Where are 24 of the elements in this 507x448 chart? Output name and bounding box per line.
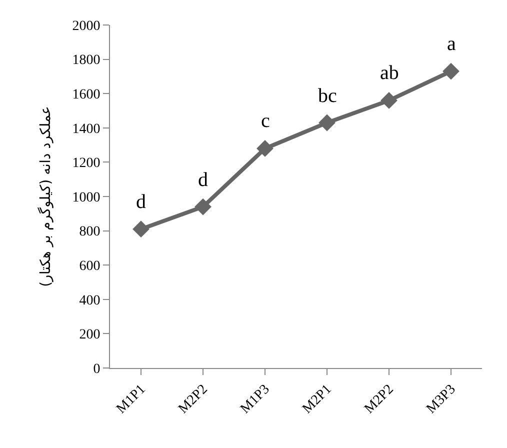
point	[132, 220, 150, 238]
point	[256, 140, 274, 157]
y-tick-label: 800	[79, 224, 100, 240]
y-tick-label: 200	[79, 328, 100, 343]
y-tick-label: 1400	[72, 122, 100, 137]
point	[194, 198, 212, 216]
y-tick-label: 2000	[72, 18, 100, 34]
point	[380, 92, 398, 109]
data-label: a	[447, 33, 456, 55]
data-label: ab	[380, 62, 399, 84]
data-label: d	[198, 169, 208, 191]
point	[442, 62, 460, 80]
y-tick-label: 1200	[72, 156, 100, 172]
data-label: d	[136, 191, 146, 213]
y-tick-label: 1000	[72, 190, 100, 206]
y-tick-label: 0	[93, 362, 100, 377]
y-tick-label: 1600	[72, 88, 100, 102]
y-axis-title: عملکرد دانه (کیلوگرم بر هکتار)	[36, 106, 54, 287]
data-label: c	[261, 110, 270, 132]
point	[318, 114, 336, 132]
data-label: bc	[318, 85, 337, 107]
y-tick-label: 600	[79, 259, 100, 274]
y-tick-label: 1800	[72, 53, 100, 68]
y-tick-label: 400	[79, 293, 100, 308]
